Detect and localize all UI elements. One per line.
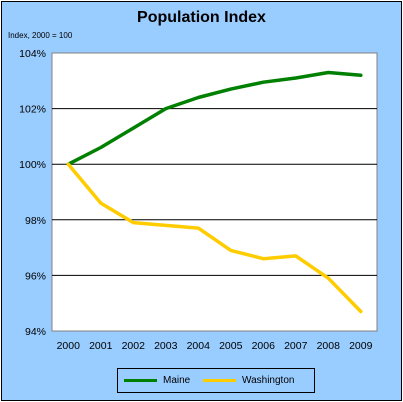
plot-area [51, 52, 378, 332]
legend-item-washington: Washington [203, 375, 294, 386]
chart-title: Population Index [137, 9, 266, 26]
legend-swatch-maine [124, 379, 157, 382]
x-tick-label: 2004 [187, 340, 211, 352]
x-tick-label: 2003 [154, 340, 178, 352]
y-tick-label: 102% [19, 104, 46, 116]
x-tick-label: 2009 [349, 340, 373, 352]
legend-label-washington: Washington [242, 375, 295, 386]
x-tick-label: 2008 [317, 340, 341, 352]
x-tick-labels: 2000 2001 2002 2003 2004 2005 2006 2007 2008 2009 [57, 340, 373, 352]
series-line-washington [66, 162, 363, 314]
legend: Maine Washington [117, 368, 315, 393]
x-tick-label: 2005 [219, 340, 243, 352]
x-tick-label: 2002 [122, 340, 146, 352]
legend-label-maine: Maine [163, 375, 191, 386]
y-tick-label: 96% [25, 270, 46, 282]
y-tick-label: 94% [25, 326, 46, 338]
y-tick-labels: 94% 96% 98% 100% 102% 104% [19, 48, 46, 338]
y-axis-label: Index, 2000 = 100 [8, 31, 73, 40]
legend-swatch-washington [203, 379, 236, 382]
x-tick-label: 2007 [284, 340, 308, 352]
y-tick-label: 104% [19, 48, 46, 60]
x-tick-label: 2006 [252, 340, 276, 352]
y-tick-label: 98% [25, 215, 46, 227]
x-tick-label: 2001 [89, 340, 113, 352]
series-lines [66, 70, 363, 314]
x-tick-label: 2000 [57, 340, 81, 352]
legend-item-maine: Maine [124, 375, 190, 386]
series-line-maine [66, 70, 363, 166]
y-tick-label: 100% [19, 159, 46, 171]
